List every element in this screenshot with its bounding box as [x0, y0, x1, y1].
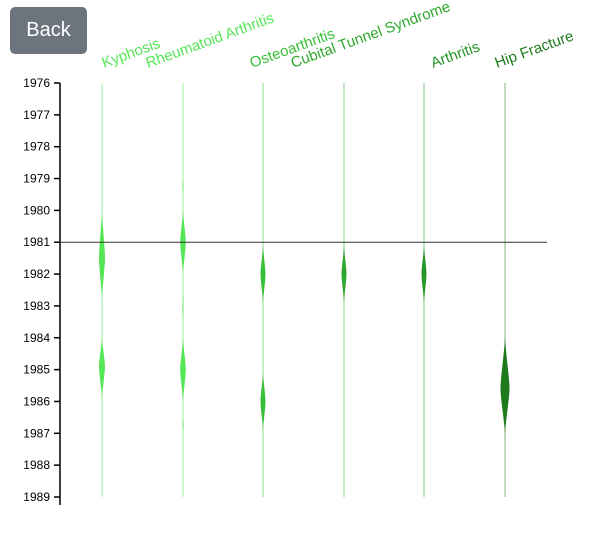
y-tick-label: 1986 [23, 394, 50, 408]
y-tick-label: 1981 [23, 235, 50, 249]
y-tick-label: 1978 [23, 140, 50, 154]
y-tick-label: 1989 [23, 490, 50, 504]
y-tick-label: 1983 [23, 299, 50, 313]
violin-shape[interactable] [182, 290, 184, 322]
violin-shape[interactable] [180, 337, 186, 402]
violin-shape[interactable] [421, 245, 427, 303]
y-tick-label: 1979 [23, 172, 50, 186]
y-tick-label: 1985 [23, 363, 50, 377]
y-tick-label: 1976 [23, 76, 50, 90]
series-column [341, 83, 347, 497]
chart-columns [99, 83, 510, 497]
violin-shape[interactable] [182, 417, 184, 434]
series-column [500, 83, 510, 497]
series-column [180, 83, 186, 497]
violin-shape[interactable] [99, 337, 105, 399]
violin-shape[interactable] [99, 210, 105, 300]
y-tick-label: 1984 [23, 331, 50, 345]
series-column [421, 83, 427, 497]
back-button[interactable]: Back [10, 7, 87, 54]
series-column [260, 83, 266, 497]
violin-shape[interactable] [500, 337, 510, 434]
violin-shape[interactable] [260, 245, 266, 303]
violin-shape[interactable] [182, 178, 184, 195]
y-tick-label: 1977 [23, 108, 50, 122]
y-tick-label: 1980 [23, 203, 50, 217]
series-label: Hip Fracture [493, 28, 576, 72]
violin-shape[interactable] [260, 372, 266, 431]
series-label: Arthritis [429, 38, 483, 71]
y-tick-label: 1987 [23, 426, 50, 440]
y-axis: 1976 1977 1978 1979 1980 1981 1982 1983 1984 1985… [23, 76, 61, 505]
series-column [99, 83, 105, 497]
violin-shape[interactable] [341, 245, 347, 303]
y-tick-label: 1982 [23, 267, 50, 281]
y-tick-label: 1988 [23, 458, 50, 472]
